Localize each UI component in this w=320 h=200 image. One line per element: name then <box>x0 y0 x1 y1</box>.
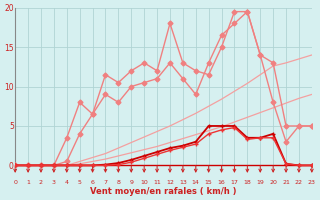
X-axis label: Vent moyen/en rafales ( km/h ): Vent moyen/en rafales ( km/h ) <box>90 187 237 196</box>
